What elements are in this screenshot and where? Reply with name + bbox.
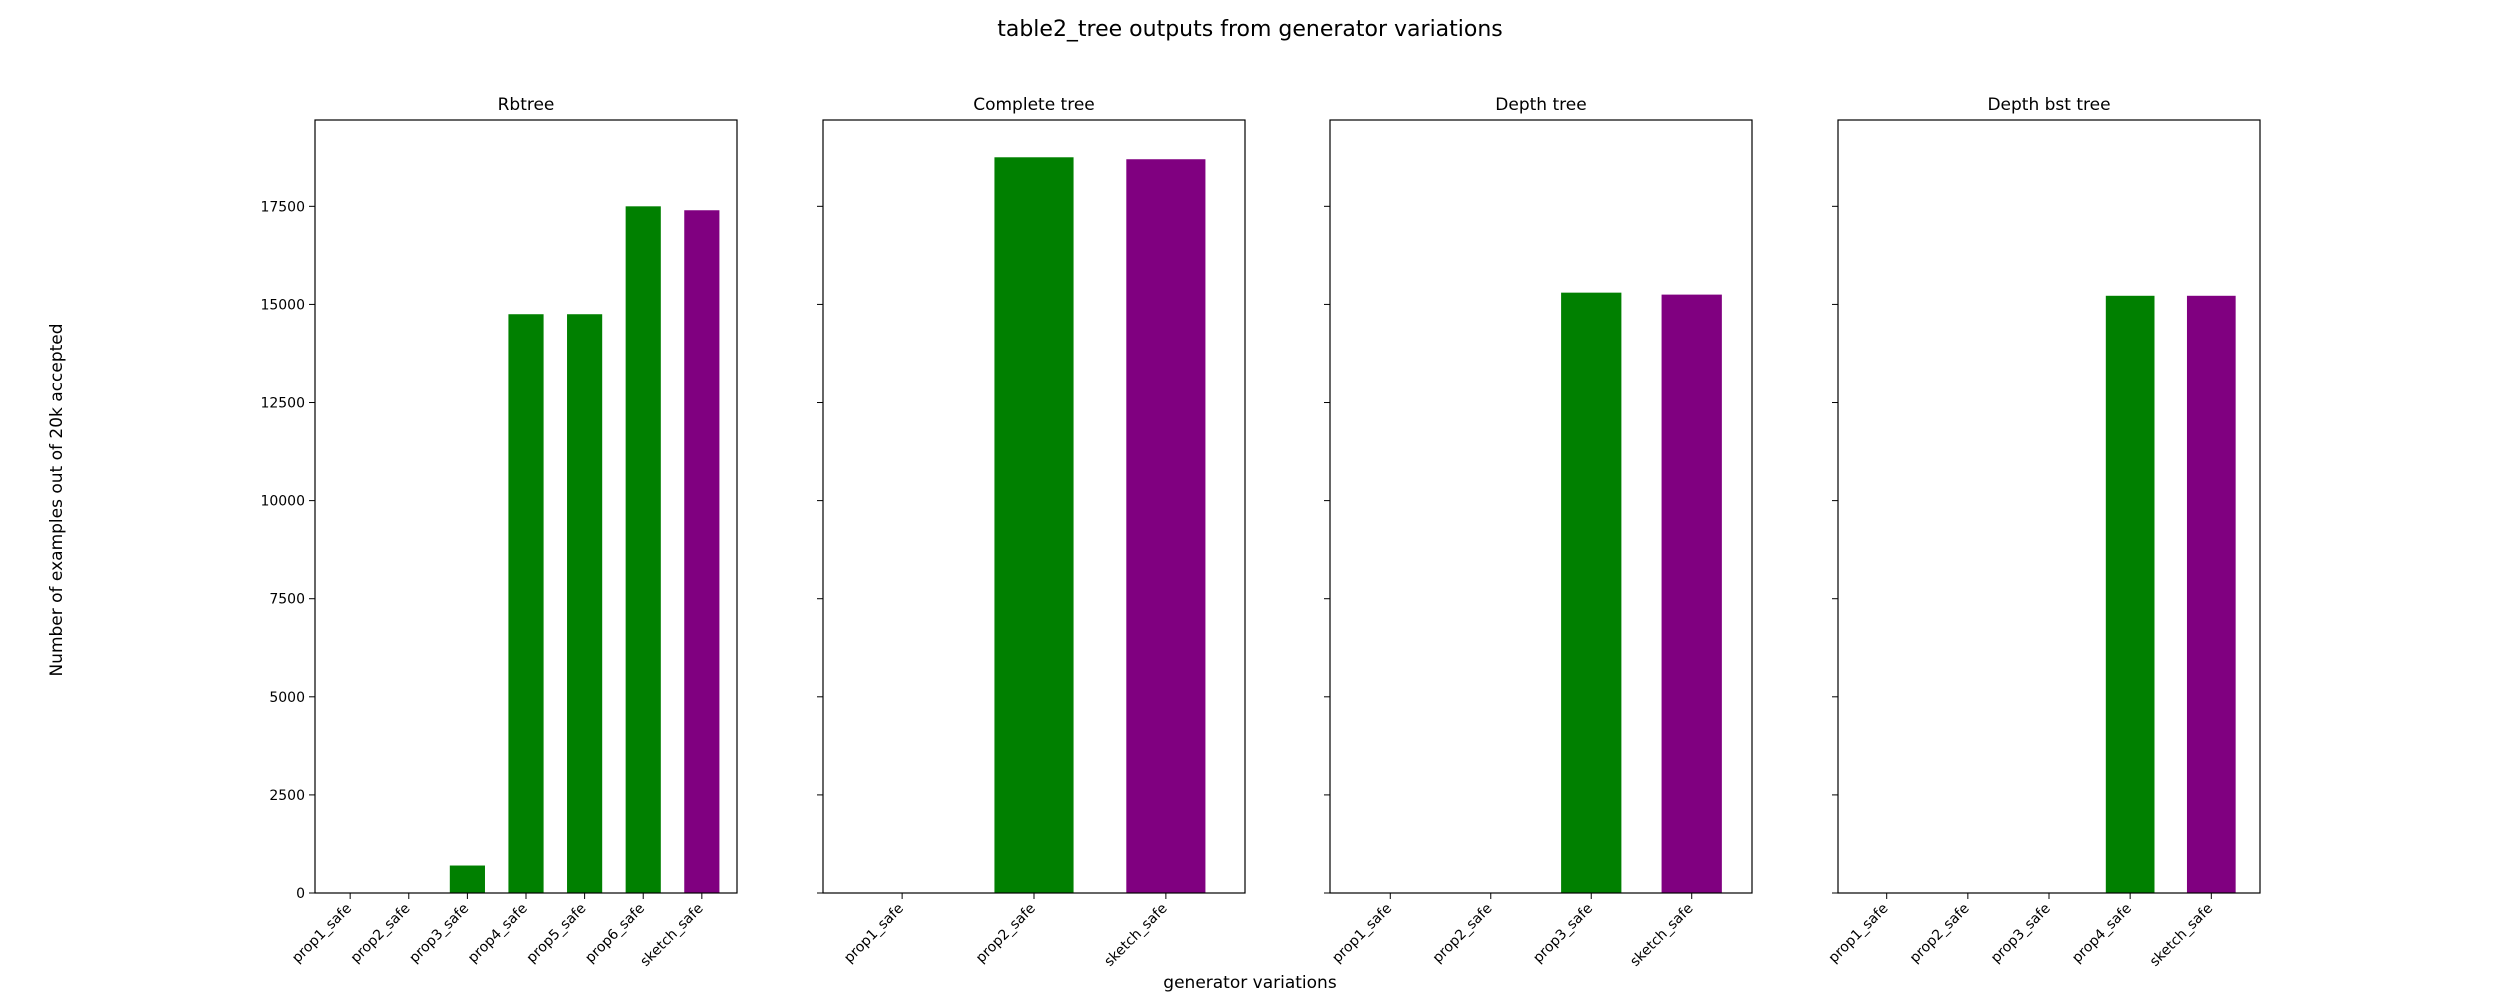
x-tick-label: prop1_safe (1826, 901, 1892, 967)
x-tick-label: prop3_safe (1530, 901, 1596, 967)
y-tick-label: 17500 (260, 199, 305, 215)
x-tick-label: prop3_safe (1988, 901, 2054, 967)
subplot-title: Depth tree (1495, 95, 1586, 115)
subplot-3: Depth tree prop1_safe prop2_safe prop3_safe… (1324, 95, 1753, 970)
x-tick-label: prop2_safe (973, 901, 1039, 967)
x-tick-label: prop2_safe (1907, 901, 1973, 967)
subplot-4: Depth bst tree prop1_safe prop2_safe prop3_… (1826, 95, 2261, 970)
bar-prop6_safe (625, 206, 661, 893)
x-tick-label: prop1_safe (1329, 901, 1395, 967)
bar-prop5_safe (567, 314, 603, 894)
y-tick-label: 15000 (260, 297, 305, 313)
x-tick-label: sketch_safe (2147, 901, 2216, 970)
x-tick-label: prop4_safe (465, 901, 531, 967)
bar-prop3_safe (449, 865, 485, 893)
y-tick-label: 2500 (269, 788, 305, 804)
x-tick-label: prop1_safe (841, 901, 907, 967)
y-tick-label: 7500 (269, 592, 305, 608)
axes-frame (1329, 119, 1753, 894)
subplot-title: Complete tree (973, 95, 1095, 115)
x-tick-label: prop1_safe (289, 901, 355, 967)
x-tick-label: sketch_safe (1627, 901, 1696, 970)
subplots: Rbtree 0 2500 5000 7500 10000 12500 15000 17500 p… (260, 95, 2261, 970)
figure-title: table2_tree outputs from generator varia… (997, 17, 1503, 42)
figure-y-label: Number of examples out of 20k accepted (47, 323, 67, 676)
bar-sketch_safe (2186, 295, 2236, 893)
figure-x-label: generator variations (1163, 973, 1337, 993)
bar-prop4_safe (2105, 295, 2155, 893)
y-tick-label: 5000 (269, 690, 305, 706)
x-tick-label: prop3_safe (406, 901, 472, 967)
y-tick-label: 10000 (260, 494, 305, 510)
subplot-title: Rbtree (498, 95, 555, 115)
x-tick-label: sketch_safe (1101, 901, 1170, 970)
bar-sketch_safe (1661, 294, 1722, 893)
subplot-2: Complete tree prop1_safe prop2_safe sketch_… (817, 95, 1246, 970)
x-tick-label: prop4_safe (2069, 901, 2135, 967)
x-tick-label: prop2_safe (1430, 901, 1496, 967)
x-tick-label: prop5_safe (524, 901, 590, 967)
y-tick-label: 0 (296, 886, 305, 902)
x-tick-label: prop2_safe (348, 901, 414, 967)
subplot-title: Depth bst tree (1987, 95, 2110, 115)
x-tick-label: sketch_safe (637, 901, 706, 970)
bar-prop2_safe (994, 157, 1074, 893)
bar-prop3_safe (1561, 292, 1622, 893)
subplot-1: Rbtree 0 2500 5000 7500 10000 12500 15000 17500 p… (260, 95, 738, 970)
bar-sketch_safe (684, 210, 720, 893)
bar-sketch_safe (1126, 159, 1206, 894)
bar-prop4_safe (508, 314, 544, 894)
y-tick-label: 12500 (260, 396, 305, 412)
